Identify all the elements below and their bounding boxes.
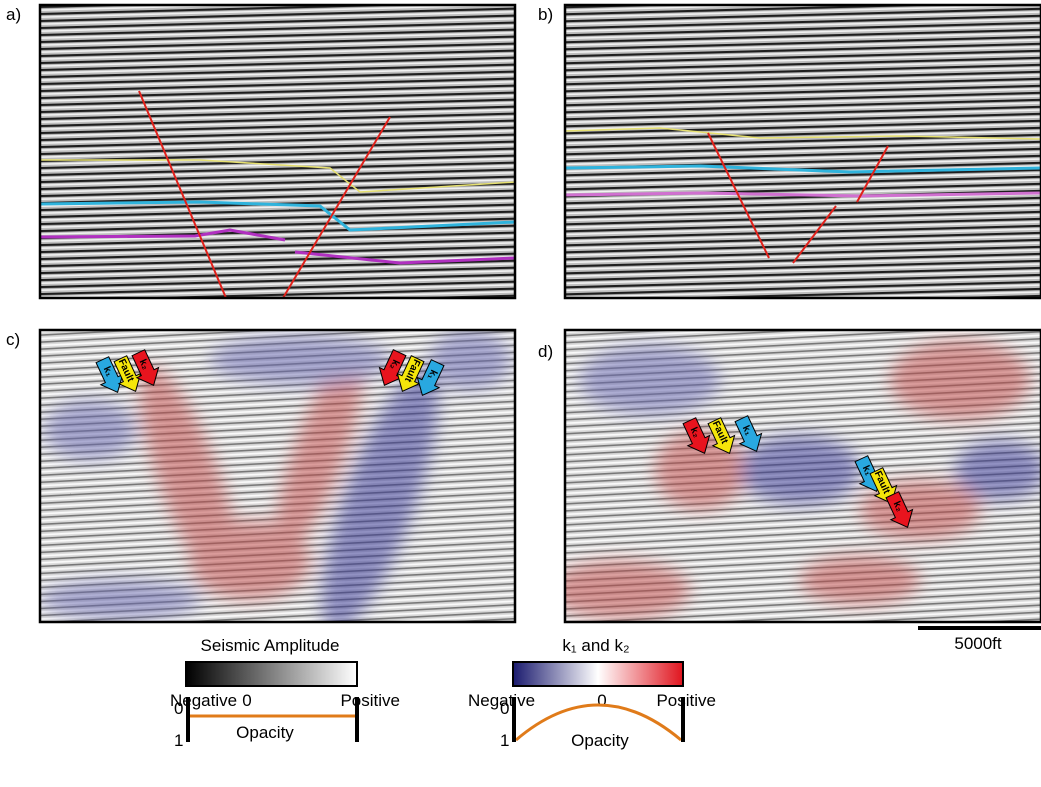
arrow-shape — [378, 349, 407, 387]
legend-label: Positive — [340, 691, 400, 710]
arrow-shape — [707, 417, 736, 455]
panel-label: c) — [6, 330, 20, 349]
panel-b — [565, 5, 1041, 298]
colorbar — [185, 661, 358, 687]
arrow-shape — [682, 417, 711, 455]
opacity-label: 1 — [174, 731, 183, 750]
arrow-shape — [416, 359, 445, 397]
legend-label: Negative — [468, 691, 535, 710]
scale-label: 5000ft — [954, 634, 1002, 653]
arrow-label: k₂ — [688, 426, 702, 440]
legend-title: k₁ and k₂ — [562, 636, 629, 655]
legend-title: Seismic Amplitude — [201, 636, 340, 655]
legend-label: 0 — [597, 691, 606, 710]
opacity-label: 1 — [500, 731, 509, 750]
arrow-shape — [113, 355, 142, 393]
arrow: k₂ — [131, 349, 160, 387]
panel-label: b) — [538, 5, 553, 24]
panel-d — [565, 330, 1041, 622]
colorbar — [512, 661, 684, 687]
arrow-shape — [131, 349, 160, 387]
arrow: k₁ — [734, 415, 763, 453]
panel-a — [40, 5, 515, 298]
arrow-label: k₂ — [891, 500, 905, 514]
opacity-label: 0 — [174, 699, 183, 718]
arrow-label: k₂ — [137, 358, 151, 372]
arrow-label: k₁ — [740, 424, 754, 437]
arrow: k₂ — [885, 491, 914, 529]
legend-label: Positive — [656, 691, 716, 710]
arrow-shape — [396, 355, 425, 393]
arrow-label: k₁ — [425, 368, 439, 381]
panel-label: d) — [538, 342, 553, 361]
opacity-label: Opacity — [571, 731, 629, 750]
opacity-label: Opacity — [236, 723, 294, 742]
arrow-shape — [885, 491, 914, 529]
arrow-shape — [734, 415, 763, 453]
arrow: k₁ — [416, 359, 445, 397]
arrow-label: k₂ — [387, 358, 401, 372]
panel-c — [40, 330, 515, 622]
legend-label: 0 — [242, 691, 251, 710]
panel-label: a) — [6, 5, 21, 24]
arrow-label: k₁ — [101, 365, 115, 378]
arrow: k₂ — [378, 349, 407, 387]
arrow: k₂ — [682, 417, 711, 455]
opacity-label: 0 — [500, 699, 509, 718]
